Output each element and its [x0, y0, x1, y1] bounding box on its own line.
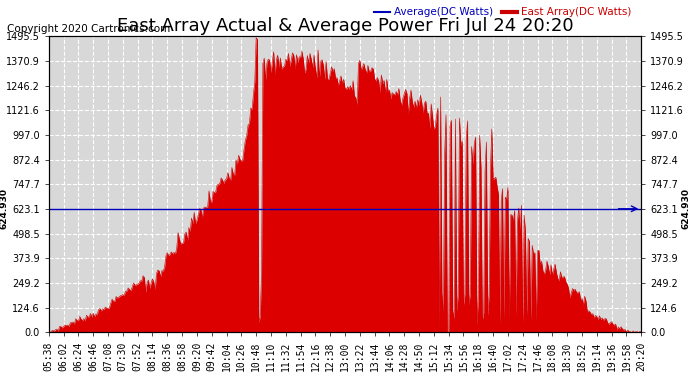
Text: 624.930: 624.930	[0, 188, 9, 229]
Text: Copyright 2020 Cartronics.com: Copyright 2020 Cartronics.com	[7, 24, 170, 34]
Text: 624.930: 624.930	[681, 188, 690, 229]
Legend: Average(DC Watts), East Array(DC Watts): Average(DC Watts), East Array(DC Watts)	[371, 3, 636, 22]
Title: East Array Actual & Average Power Fri Jul 24 20:20: East Array Actual & Average Power Fri Ju…	[117, 17, 573, 35]
